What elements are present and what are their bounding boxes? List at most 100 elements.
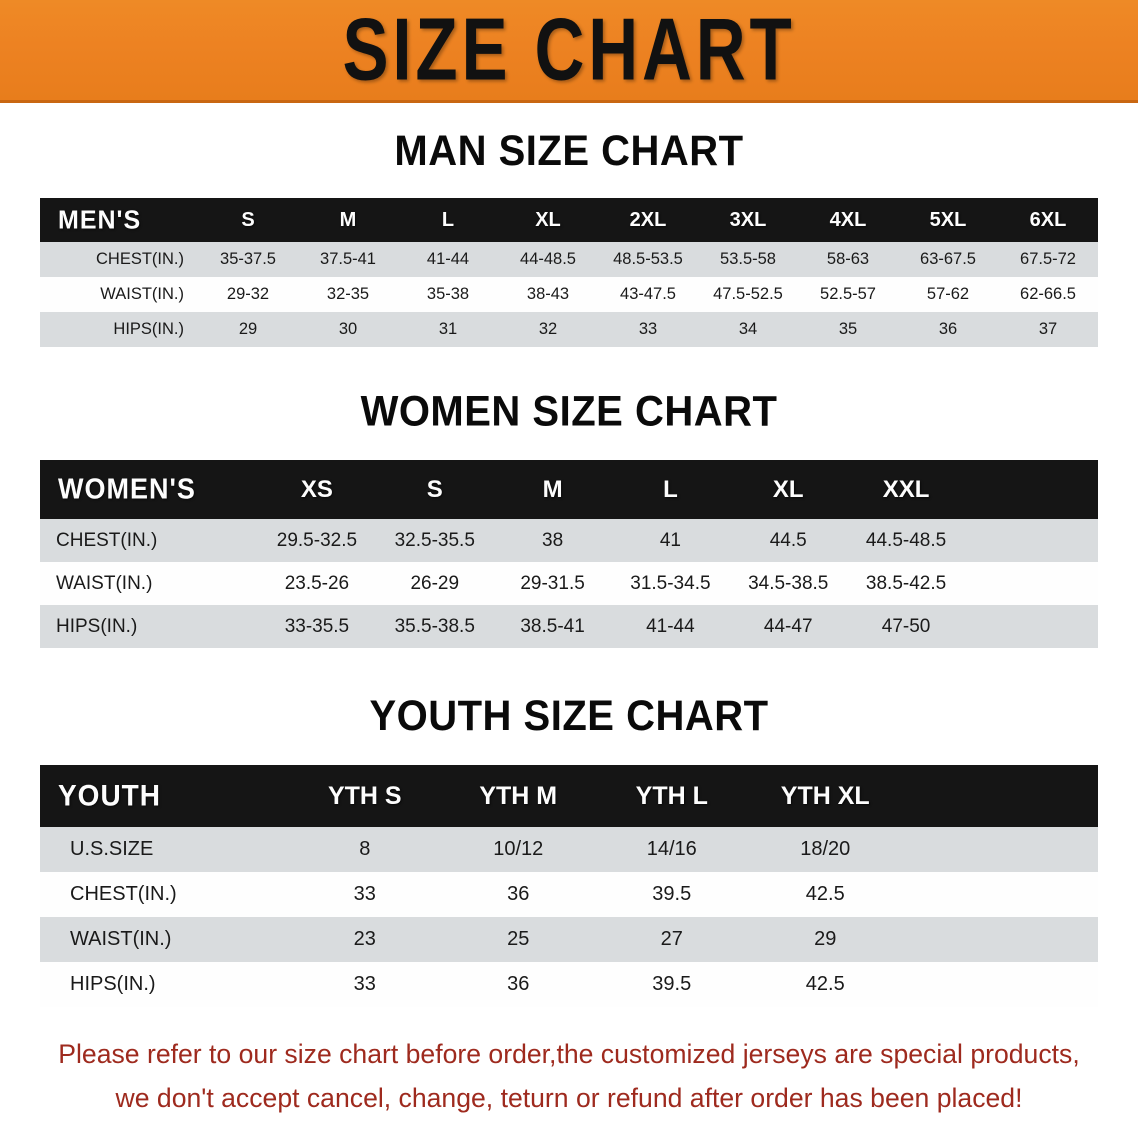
- table-row: HIPS(IN.) 33-35.5 35.5-38.5 38.5-41 41-4…: [40, 605, 1098, 648]
- women-waist-m: 29-31.5: [520, 572, 585, 594]
- women-header-spacer: [965, 460, 1098, 519]
- youth-col-header-l: YTH L: [635, 781, 708, 810]
- youth-section-heading: YOUTH SIZE CHART: [369, 692, 769, 740]
- women-col-header-s: S: [426, 475, 443, 503]
- youth-ussize-xl: 18/20: [800, 838, 851, 860]
- man-hips-s: 29: [238, 320, 258, 338]
- women-hips-xs: 33-35.5: [284, 615, 350, 637]
- youth-waist-xl: 29: [814, 928, 837, 950]
- page-title: SIZE CHART: [342, 1, 796, 99]
- man-size-table-wrapper: MEN'S S M L XL 2XL 3XL 4XL 5XL 6XL CHEST…: [40, 198, 1098, 347]
- man-hips-2xl: 33: [638, 320, 658, 338]
- order-policy-note-line-1: Please refer to our size chart before or…: [58, 1039, 1080, 1069]
- youth-corner-label: YOUTH: [58, 779, 161, 812]
- women-col-header-xs: XS: [300, 475, 333, 503]
- man-table-header: MEN'S S M L XL 2XL 3XL 4XL 5XL 6XL: [40, 198, 1098, 242]
- man-waist-4xl: 52.5-57: [820, 285, 876, 303]
- women-hips-xxl: 47-50: [881, 615, 931, 637]
- women-waist-xl: 34.5-38.5: [748, 572, 829, 594]
- youth-size-table-wrapper: YOUTH YTH S YTH M YTH L YTH XL U.S.SIZE …: [40, 765, 1098, 1007]
- women-waist-xxl: 38.5-42.5: [865, 572, 947, 594]
- women-chest-m: 38: [542, 529, 564, 551]
- man-waist-m: 32-35: [326, 285, 370, 303]
- table-row: U.S.SIZE 8 10/12 14/16 18/20: [40, 827, 1098, 872]
- man-col-header-6xl: 6XL: [1029, 208, 1067, 231]
- man-col-header-m: M: [339, 208, 357, 231]
- women-chest-spacer: [965, 519, 1098, 562]
- order-policy-note: Please refer to our size chart before or…: [47, 1033, 1091, 1120]
- man-waist-3xl: 47.5-52.5: [713, 285, 783, 303]
- youth-header-spacer: [902, 765, 1098, 827]
- man-chest-xl: 44-48.5: [520, 250, 576, 268]
- youth-ussize-m: 10/12: [493, 838, 544, 860]
- man-col-header-l: L: [441, 208, 455, 231]
- youth-waist-s: 23: [353, 928, 376, 950]
- man-header-row: MEN'S S M L XL 2XL 3XL 4XL 5XL 6XL: [40, 198, 1098, 242]
- youth-col-header-s: YTH S: [327, 781, 402, 810]
- man-size-table: MEN'S S M L XL 2XL 3XL 4XL 5XL 6XL CHEST…: [40, 198, 1098, 347]
- youth-row-label-ussize: U.S.SIZE: [70, 838, 154, 860]
- women-size-table: WOMEN'S XS S M L XL XXL CHEST(IN.) 29.5-…: [40, 460, 1098, 648]
- man-hips-l: 31: [438, 320, 458, 338]
- women-hips-s: 35.5-38.5: [394, 615, 475, 637]
- women-col-header-m: M: [542, 475, 563, 503]
- man-hips-4xl: 35: [838, 320, 858, 338]
- man-waist-s: 29-32: [226, 285, 270, 303]
- youth-table-body: U.S.SIZE 8 10/12 14/16 18/20 CHEST(IN.) …: [40, 827, 1098, 1007]
- youth-col-header-xl: YTH XL: [780, 781, 870, 810]
- women-waist-xs: 23.5-26: [284, 572, 350, 594]
- man-chest-s: 35-37.5: [220, 250, 276, 268]
- table-row: CHEST(IN.) 35-37.5 37.5-41 41-44 44-48.5…: [40, 242, 1098, 277]
- youth-chest-s: 33: [353, 883, 376, 905]
- women-hips-spacer: [965, 605, 1098, 648]
- man-table-body: CHEST(IN.) 35-37.5 37.5-41 41-44 44-48.5…: [40, 242, 1098, 347]
- women-chest-l: 41: [659, 529, 681, 551]
- youth-chest-l: 39.5: [652, 883, 692, 905]
- man-waist-5xl: 57-62: [926, 285, 970, 303]
- man-row-label-hips: HIPS(IN.): [113, 320, 184, 338]
- order-policy-note-line-2: we don't accept cancel, change, teturn o…: [115, 1082, 1023, 1113]
- man-col-header-5xl: 5XL: [929, 208, 967, 231]
- women-chest-s: 32.5-35.5: [394, 529, 475, 551]
- youth-waist-l: 27: [660, 928, 683, 950]
- youth-row-label-waist: WAIST(IN.): [70, 928, 172, 950]
- man-chest-2xl: 48.5-53.5: [613, 250, 683, 268]
- women-size-table-wrapper: WOMEN'S XS S M L XL XXL CHEST(IN.) 29.5-…: [40, 460, 1098, 648]
- women-row-label-hips: HIPS(IN.): [56, 615, 138, 637]
- women-hips-m: 38.5-41: [520, 615, 585, 637]
- man-hips-6xl: 37: [1038, 320, 1058, 338]
- women-col-header-l: L: [663, 475, 678, 503]
- youth-size-table: YOUTH YTH S YTH M YTH L YTH XL U.S.SIZE …: [40, 765, 1098, 1007]
- youth-chest-xl: 42.5: [805, 883, 845, 905]
- man-chest-m: 37.5-41: [320, 250, 376, 268]
- man-hips-m: 30: [338, 320, 358, 338]
- table-row: WAIST(IN.) 23.5-26 26-29 29-31.5 31.5-34…: [40, 562, 1098, 605]
- youth-chest-m: 36: [507, 883, 530, 905]
- youth-hips-xl: 42.5: [805, 973, 845, 995]
- youth-table-header: YOUTH YTH S YTH M YTH L YTH XL: [40, 765, 1098, 827]
- man-hips-xl: 32: [538, 320, 558, 338]
- youth-hips-m: 36: [507, 973, 530, 995]
- man-col-header-2xl: 2XL: [629, 208, 667, 231]
- youth-hips-spacer: [902, 962, 1098, 1007]
- women-row-label-chest: CHEST(IN.): [56, 529, 158, 551]
- women-chest-xxl: 44.5-48.5: [865, 529, 947, 551]
- youth-row-label-hips: HIPS(IN.): [70, 973, 156, 995]
- man-corner-label: MEN'S: [58, 204, 142, 235]
- women-chest-xs: 29.5-32.5: [276, 529, 358, 551]
- man-waist-l: 35-38: [426, 285, 470, 303]
- youth-ussize-spacer: [902, 827, 1098, 872]
- table-row: CHEST(IN.) 33 36 39.5 42.5: [40, 872, 1098, 917]
- youth-col-header-m: YTH M: [479, 781, 558, 810]
- man-chest-5xl: 63-67.5: [920, 250, 976, 268]
- women-row-label-waist: WAIST(IN.): [56, 572, 153, 594]
- women-col-header-xl: XL: [772, 475, 804, 503]
- women-chest-xl: 44.5: [769, 529, 807, 551]
- size-chart-banner: SIZE CHART: [0, 0, 1138, 103]
- man-chest-3xl: 53.5-58: [720, 250, 776, 268]
- women-header-row: WOMEN'S XS S M L XL XXL: [40, 460, 1098, 519]
- youth-waist-m: 25: [507, 928, 530, 950]
- man-col-header-4xl: 4XL: [829, 208, 867, 231]
- man-hips-5xl: 36: [938, 320, 958, 338]
- youth-row-label-chest: CHEST(IN.): [70, 883, 177, 905]
